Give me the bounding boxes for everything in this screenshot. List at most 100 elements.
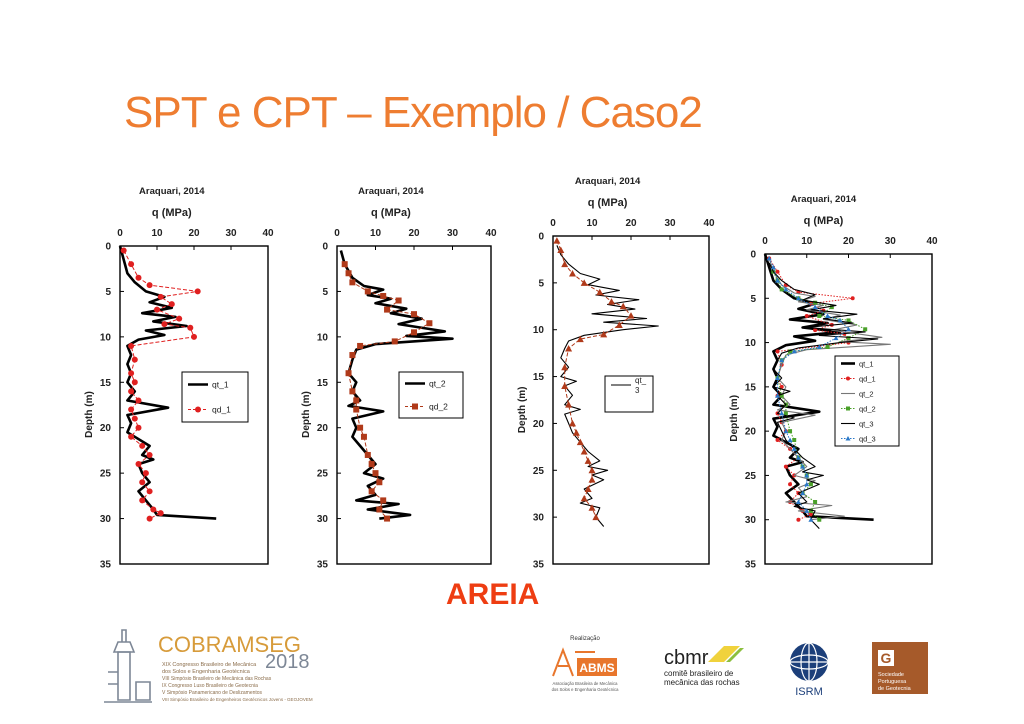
data-point bbox=[775, 375, 781, 380]
legend-label: qd_2 bbox=[429, 402, 448, 412]
data-point bbox=[615, 321, 623, 329]
x-tick-label: 0 bbox=[334, 228, 340, 239]
data-point bbox=[817, 517, 822, 522]
x-tick-label: 30 bbox=[225, 228, 237, 239]
data-point bbox=[800, 464, 806, 469]
series-qd_2 bbox=[341, 261, 433, 522]
chart-title: Araquari, 2014 bbox=[575, 176, 641, 187]
data-point bbox=[783, 286, 789, 292]
data-point bbox=[128, 342, 135, 349]
cobramseg-year: 2018 bbox=[265, 651, 310, 673]
spg-line: Sociedade bbox=[878, 672, 904, 678]
chart-title: Araquari, 2014 bbox=[139, 186, 205, 197]
x-tick-label: 10 bbox=[801, 236, 813, 247]
data-point bbox=[808, 512, 813, 517]
legend-label: qd_3 bbox=[859, 435, 876, 444]
x-tick-label: 40 bbox=[485, 228, 497, 239]
data-point bbox=[364, 451, 371, 458]
x-tick-label: 30 bbox=[447, 228, 459, 239]
series-qd_1 bbox=[120, 247, 201, 522]
data-point bbox=[191, 333, 197, 340]
data-point bbox=[135, 461, 142, 468]
data-point bbox=[788, 429, 793, 434]
x-tick-label: 40 bbox=[926, 236, 938, 247]
data-point bbox=[357, 342, 364, 349]
y-tick-label: 10 bbox=[100, 332, 112, 343]
data-point bbox=[783, 464, 788, 469]
data-point bbox=[128, 406, 135, 413]
legend: qt_1 qd_1 qt_2 qd_2 qt_3 qd_3 bbox=[834, 355, 900, 447]
data-point bbox=[168, 301, 175, 308]
y-tick-label: 15 bbox=[533, 372, 545, 383]
data-point bbox=[357, 424, 364, 431]
data-point bbox=[557, 246, 565, 254]
data-point bbox=[380, 292, 387, 299]
data-point bbox=[391, 338, 398, 345]
data-point bbox=[584, 485, 592, 493]
y-tick-label: 30 bbox=[533, 513, 545, 524]
y-tick-label: 15 bbox=[745, 382, 757, 393]
data-point bbox=[120, 247, 127, 254]
legend-label: qt_3 bbox=[859, 420, 874, 429]
abms-line: dos Solos e Engenharia Geotécnica bbox=[552, 687, 619, 692]
data-point bbox=[360, 433, 367, 440]
y-tick-label: 30 bbox=[745, 515, 757, 526]
data-point bbox=[128, 433, 135, 440]
y-tick-label: 25 bbox=[533, 466, 545, 477]
data-point bbox=[569, 419, 576, 427]
isrm-logo: ISRM bbox=[789, 642, 829, 698]
y-axis-label: Depth (m) bbox=[301, 391, 312, 438]
data-point bbox=[788, 349, 793, 354]
data-point bbox=[808, 508, 813, 513]
data-point bbox=[561, 260, 569, 268]
x-tick-label: 20 bbox=[188, 228, 200, 239]
data-point bbox=[808, 482, 813, 487]
y-tick-label: 20 bbox=[533, 419, 545, 430]
data-point bbox=[131, 379, 138, 386]
legend-label: qd_1 bbox=[212, 405, 231, 415]
data-point bbox=[787, 437, 793, 442]
x-axis-label: q (MPa) bbox=[152, 207, 192, 219]
data-point bbox=[561, 382, 569, 389]
data-point bbox=[588, 504, 596, 511]
data-point bbox=[779, 410, 785, 416]
data-point bbox=[426, 320, 433, 327]
data-point bbox=[775, 269, 780, 274]
series-qt_2 bbox=[339, 250, 454, 520]
y-tick-label: 20 bbox=[100, 423, 112, 434]
data-point bbox=[812, 304, 818, 310]
y-tick-label: 5 bbox=[750, 294, 756, 305]
y-tick-label: 0 bbox=[322, 242, 328, 253]
x-tick-label: 10 bbox=[586, 218, 598, 229]
abms-logo: Realização ABMS Associação Brasileira de… bbox=[552, 636, 619, 692]
x-tick-label: 20 bbox=[843, 236, 855, 247]
data-point bbox=[775, 438, 780, 442]
data-point bbox=[779, 384, 784, 389]
chart-3: Araquari, 2014 q (MPa) Depth (m) 0 10 20 30 40 0… bbox=[517, 176, 715, 571]
data-point bbox=[139, 479, 146, 486]
series-qd_3 bbox=[553, 237, 635, 521]
x-tick-label: 0 bbox=[762, 236, 768, 247]
y-tick-label: 15 bbox=[100, 378, 112, 389]
spg-line: Portuguesa bbox=[878, 679, 907, 685]
chart-title: Araquari, 2014 bbox=[358, 186, 424, 197]
legend-label: qd_1 bbox=[859, 375, 876, 384]
legend-box bbox=[604, 375, 654, 413]
data-point bbox=[580, 448, 588, 455]
data-point bbox=[384, 515, 391, 522]
x-axis-label: q (MPa) bbox=[804, 215, 844, 227]
series-qd_3 bbox=[766, 255, 851, 522]
x-tick-label: 40 bbox=[262, 228, 274, 239]
data-point bbox=[813, 500, 818, 504]
data-point bbox=[813, 328, 818, 333]
plot-frame bbox=[336, 245, 492, 565]
data-point bbox=[341, 261, 348, 268]
y-tick-label: 5 bbox=[105, 287, 111, 298]
spg-line: de Geotecnia bbox=[878, 686, 912, 692]
x-tick-label: 20 bbox=[408, 228, 420, 239]
series-qt_2 bbox=[768, 258, 891, 521]
y-tick-label: 10 bbox=[317, 332, 329, 343]
data-point bbox=[846, 406, 850, 411]
y-tick-label: 35 bbox=[100, 560, 112, 571]
data-point bbox=[808, 517, 814, 522]
